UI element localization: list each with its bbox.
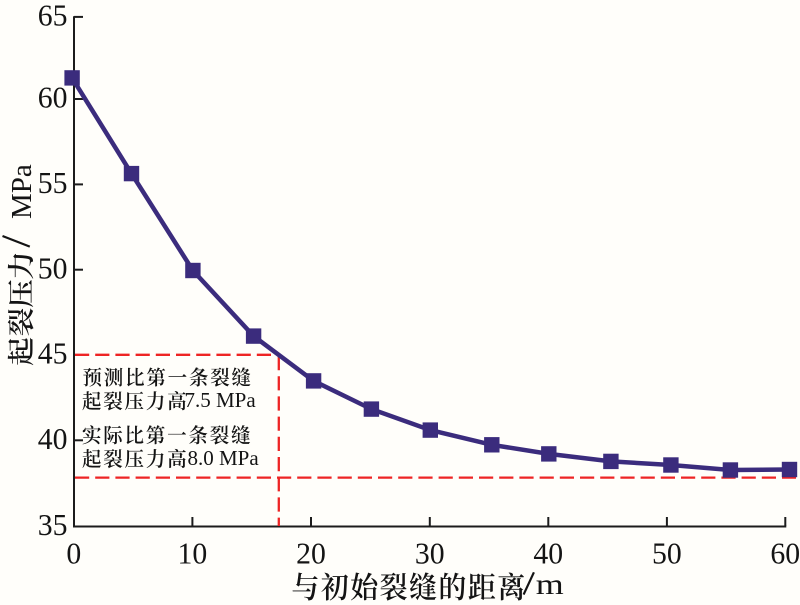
svg-text:7.5 MPa: 7.5 MPa: [185, 388, 257, 412]
svg-text:20: 20: [296, 536, 326, 571]
svg-text:MPa: MPa: [6, 164, 38, 219]
svg-text:m: m: [536, 568, 564, 601]
svg-text:0: 0: [66, 536, 81, 571]
svg-text:50: 50: [38, 251, 68, 286]
svg-text:35: 35: [38, 507, 68, 542]
svg-text:8.0 MPa: 8.0 MPa: [188, 446, 260, 470]
svg-text:45: 45: [38, 336, 68, 371]
svg-text:55: 55: [38, 165, 68, 200]
svg-text:40: 40: [38, 421, 68, 456]
svg-text:10: 10: [178, 536, 208, 571]
svg-text:30: 30: [415, 536, 445, 571]
svg-text:60: 60: [38, 80, 68, 115]
svg-text:40: 40: [533, 536, 563, 571]
svg-text:50: 50: [652, 536, 682, 571]
svg-text:60: 60: [770, 536, 800, 571]
svg-text:65: 65: [38, 0, 68, 33]
